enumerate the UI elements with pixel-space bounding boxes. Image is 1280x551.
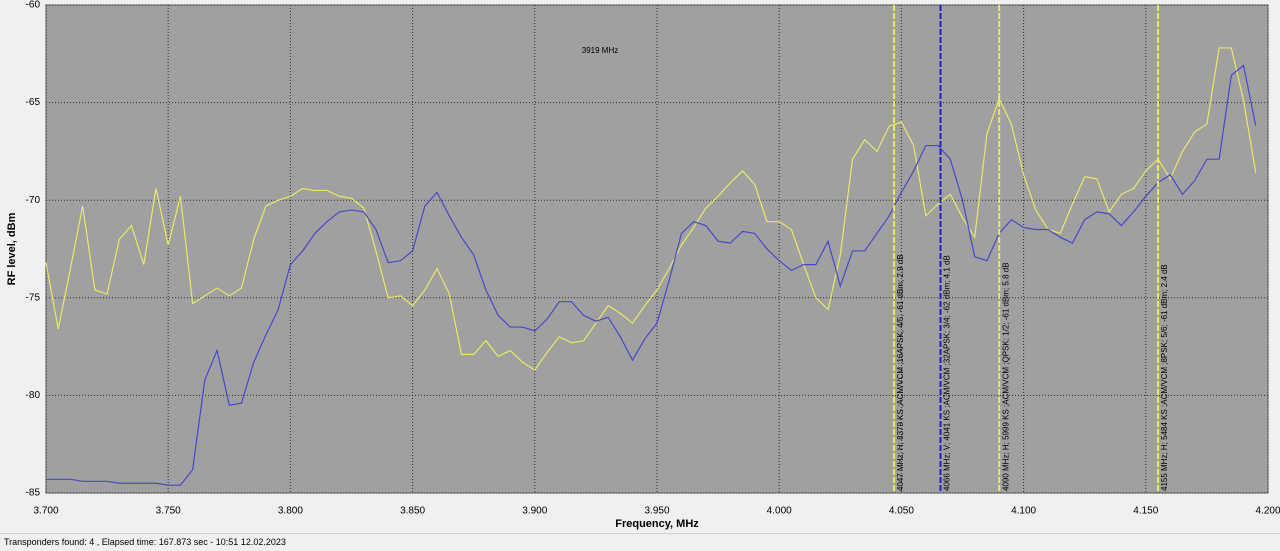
marker-label: 4066 MHz; V; 4041 KS ;ACM/VCM ;32APSK; 3… <box>943 255 952 491</box>
x-tick-label: 4.050 <box>889 506 914 517</box>
series-line <box>45 47 1257 371</box>
annotation: 3919 MHz <box>582 46 618 55</box>
chart: 3919 MHz Frequency, MHz RF level, dBm -8… <box>6 0 1280 530</box>
x-tick-label: 4.150 <box>1133 506 1158 517</box>
y-tick-label: -60 <box>26 0 41 11</box>
y-axis-label: RF level, dBm <box>6 212 18 285</box>
x-tick-label: 3.950 <box>644 506 669 517</box>
marker-label: 4047 MHz; H; 8379 KS ;ACM/VCM ;16APSK; 4… <box>896 254 905 491</box>
x-tick-label: 4.200 <box>1255 506 1280 517</box>
x-tick-label: 3.800 <box>278 506 303 517</box>
y-tick-label: -70 <box>26 195 41 206</box>
x-tick-label: 3.750 <box>156 506 181 517</box>
x-tick-label: 3.700 <box>33 506 58 517</box>
x-axis-label: Frequency, MHz <box>615 518 699 530</box>
x-tick-label: 4.000 <box>767 506 792 517</box>
y-tick-label: -85 <box>26 488 41 499</box>
series-line <box>46 64 1257 486</box>
y-tick-label: -65 <box>26 97 41 108</box>
y-tick-label: -75 <box>26 292 41 303</box>
marker-label: 4155 MHz; H; 5484 KS ;ACM/VCM ;8PSK; 5/6… <box>1160 264 1169 491</box>
status-bar: Transponders found: 4 , Elapsed time: 16… <box>0 533 1280 550</box>
x-tick-label: 4.100 <box>1011 506 1036 517</box>
y-tick-label: -80 <box>26 390 41 401</box>
marker-label: 4090 MHz; H; 5999 KS ;ACM/VCM ;QPSK; 1/2… <box>1001 262 1010 491</box>
x-tick-label: 3.900 <box>522 506 547 517</box>
x-tick-label: 3.850 <box>400 506 425 517</box>
